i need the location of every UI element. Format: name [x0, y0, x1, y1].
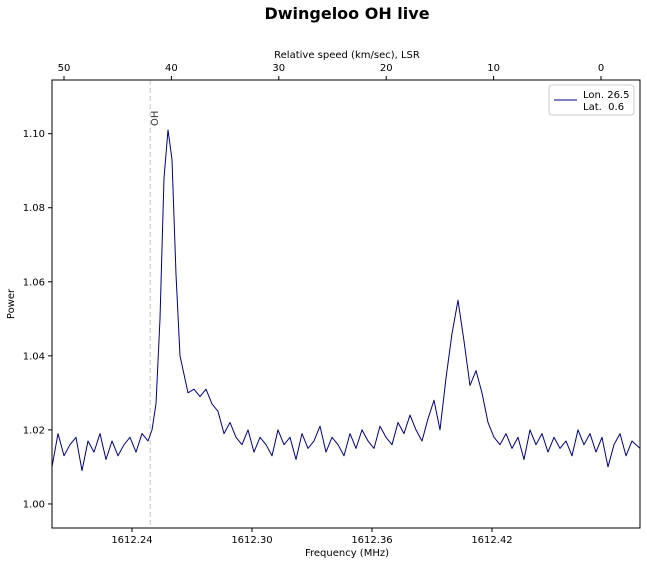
chart-title: Dwingeloo OH live	[264, 4, 429, 23]
y-tick-label: 1.10	[23, 129, 45, 140]
legend-entry-lon: Lon. 26.5	[583, 90, 629, 101]
top-tick-label: 20	[380, 63, 393, 74]
y-tick-label: 1.08	[23, 203, 45, 214]
y-tick-label: 1.02	[23, 425, 45, 436]
x-axis-label: Frequency (MHz)	[305, 548, 389, 559]
x-tick-label: 1612.24	[111, 535, 152, 546]
x-tick-label: 1612.42	[471, 535, 512, 546]
top-tick-label: 0	[598, 63, 604, 74]
oh-annotation: OH	[150, 111, 161, 126]
annotation-layer: OH	[149, 80, 161, 528]
legend-box	[548, 84, 635, 116]
y-tick-label: 1.00	[23, 499, 45, 510]
top-tick-label: 10	[487, 63, 500, 74]
top-tick-label: 30	[272, 63, 285, 74]
top-tick-label: 40	[165, 63, 178, 74]
y-axis-label: Power	[6, 288, 17, 319]
series-layer	[51, 129, 641, 472]
y-tick-label: 1.06	[23, 277, 45, 288]
y-tick-label: 1.04	[23, 351, 45, 362]
series-line-spectrum	[51, 129, 641, 472]
x-tick-label: 1612.30	[231, 535, 272, 546]
tick-layer: 1612.24 1612.30 1612.36 1612.42 1.00 1.02 1.04…	[23, 63, 604, 546]
legend-entry-lat: Lat. 0.6	[583, 102, 624, 113]
x-tick-label: 1612.36	[351, 535, 392, 546]
top-axis-label: Relative speed (km/sec), LSR	[274, 50, 420, 61]
plot-frame	[51, 79, 641, 529]
legend: Lon. 26.5 Lat. 0.6	[548, 84, 635, 116]
top-tick-label: 50	[58, 63, 71, 74]
